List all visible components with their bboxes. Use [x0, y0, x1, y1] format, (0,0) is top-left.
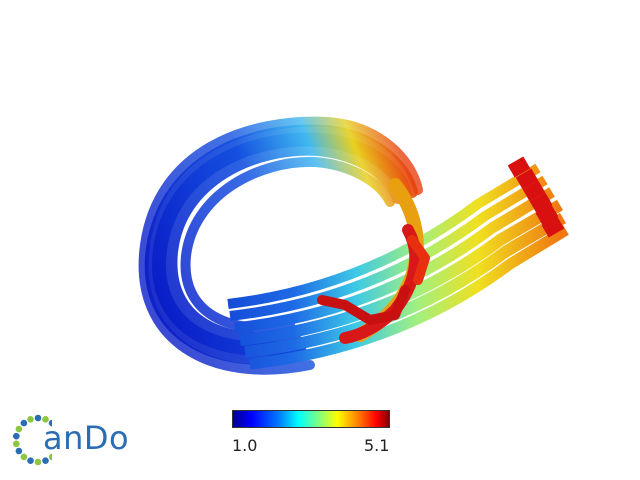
helix-loop-1 [152, 132, 412, 356]
logo-dot [48, 419, 52, 427]
logo-dot [15, 425, 23, 433]
helix-loop-5 [138, 116, 423, 375]
logo-dot [27, 416, 34, 423]
logo-dot [34, 414, 42, 422]
logo-dot [20, 453, 28, 461]
logo-dot [27, 457, 34, 464]
helix-loop-3 [165, 143, 404, 345]
helix-bundle-loop [138, 116, 423, 375]
logo-dot [48, 453, 52, 461]
helix-loop-2 [144, 124, 418, 365]
cando-logo-text: anDo [43, 419, 130, 457]
logo-dot [13, 432, 20, 440]
logo-dot [20, 419, 28, 427]
helix-tail-4 [234, 187, 555, 334]
helix-tail-1 [239, 199, 564, 346]
logo-dot [42, 457, 49, 464]
helix-loop-4 [180, 156, 395, 333]
logo-dot [42, 416, 49, 423]
crossover-strand [317, 178, 430, 344]
logo-dot [13, 440, 20, 448]
logo-dot [15, 447, 23, 455]
colorbar [232, 410, 390, 428]
helix-tail-3 [249, 225, 569, 370]
colorbar-min-label: 1.0 [232, 436, 258, 455]
helix-tail-6 [227, 163, 541, 309]
tail-tips [507, 156, 565, 238]
logo-dot [34, 458, 42, 466]
colorbar-max-label: 5.1 [364, 436, 390, 455]
helix-tail-5 [229, 175, 548, 321]
cando-logo-icon [13, 414, 52, 466]
